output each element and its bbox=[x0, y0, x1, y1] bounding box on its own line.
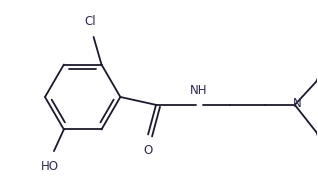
Text: Cl: Cl bbox=[85, 15, 96, 28]
Text: HO: HO bbox=[41, 160, 59, 173]
Text: O: O bbox=[143, 144, 153, 157]
Text: NH: NH bbox=[190, 84, 207, 97]
Text: N: N bbox=[293, 97, 301, 110]
